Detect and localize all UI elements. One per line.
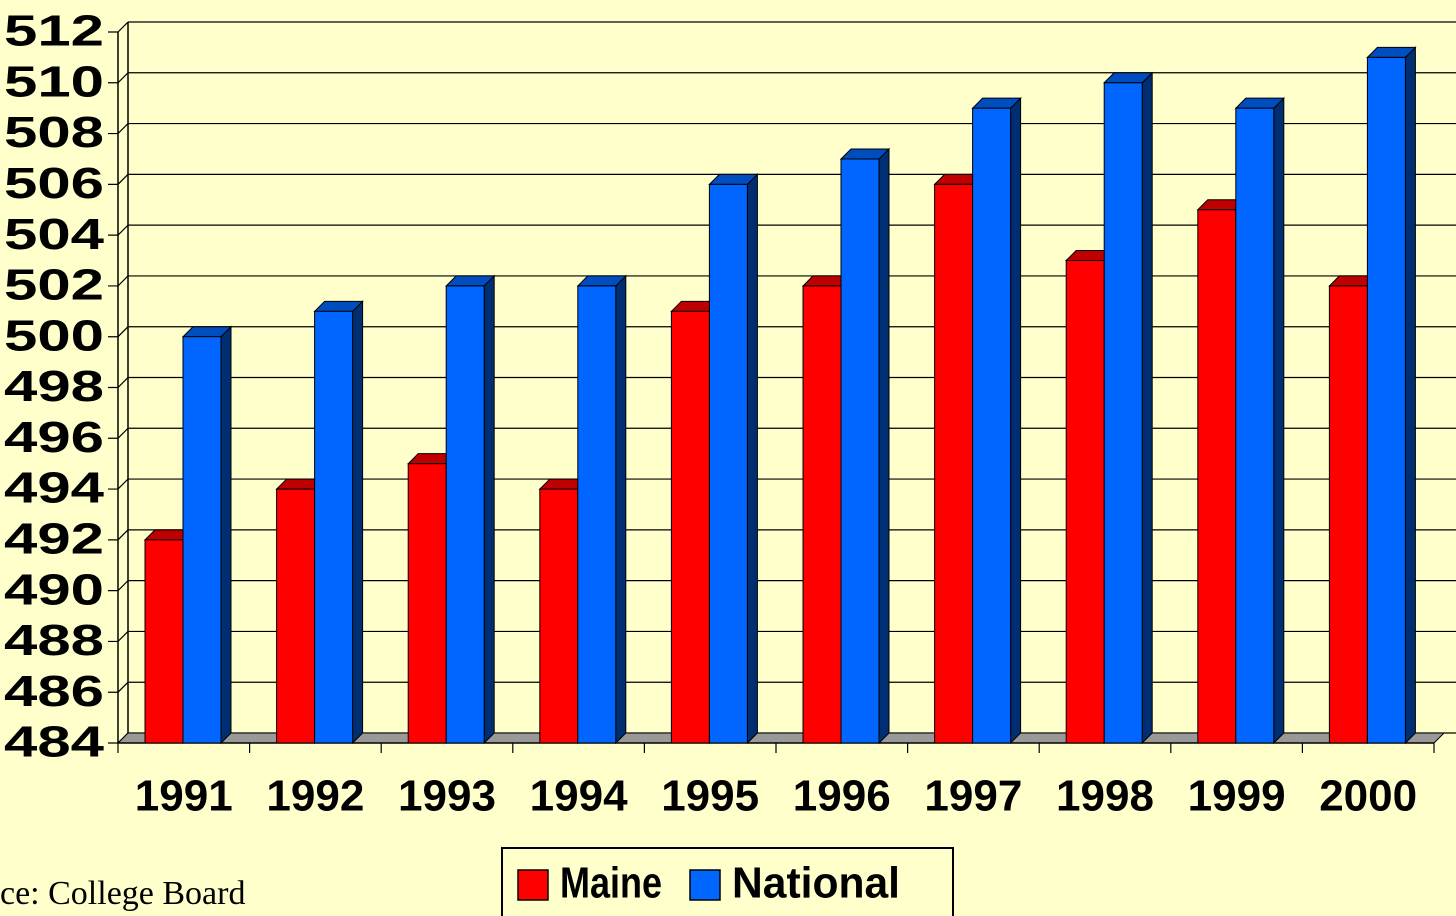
x-tick-label: 1992 (266, 772, 364, 821)
y-tick (108, 224, 129, 236)
y-tick-label: 510 (4, 57, 104, 106)
legend-swatch (517, 869, 549, 901)
source-note: ce: College Board (0, 875, 245, 912)
bar-side (1404, 46, 1416, 745)
bar-side (746, 173, 758, 745)
x-tick-label: 1991 (135, 772, 233, 821)
bar-side (1010, 96, 1022, 745)
bar (1366, 56, 1406, 744)
x-tick-label: 1993 (398, 772, 496, 821)
bar (407, 463, 447, 744)
bar (708, 183, 748, 744)
legend-label: Maine (560, 859, 662, 908)
bar (144, 539, 184, 744)
bar-side (878, 147, 890, 745)
y-tick-label: 508 (4, 108, 104, 157)
x-tick-label: 1995 (661, 772, 759, 821)
y-tick-label: 502 (4, 261, 104, 310)
x-tick-label: 1997 (924, 772, 1022, 821)
bar-side (352, 300, 364, 745)
x-tick-label: 1999 (1188, 772, 1286, 821)
y-tick-label: 492 (4, 514, 104, 563)
bar (314, 310, 354, 744)
bar (1235, 107, 1275, 744)
y-tick-label: 500 (4, 311, 104, 360)
x-tick-label: 1996 (793, 772, 891, 821)
bar (934, 183, 974, 744)
legend: Maine National (517, 859, 900, 908)
bar (840, 158, 880, 744)
bar (1103, 82, 1143, 744)
x-tick-label: 1998 (1056, 772, 1154, 821)
y-tick (108, 580, 129, 592)
bar (1065, 260, 1105, 744)
bar (1197, 209, 1237, 744)
y-tick (108, 72, 129, 84)
y-tick (108, 427, 129, 439)
legend-label: National (732, 859, 900, 908)
y-tick (108, 326, 129, 338)
bar (276, 488, 316, 744)
x-tick-label: 2000 (1319, 772, 1417, 821)
bar (670, 310, 710, 744)
y-tick-label: 498 (4, 362, 104, 411)
y-tick (108, 681, 129, 693)
y-tick (108, 173, 129, 185)
bar-side (1141, 71, 1153, 745)
bar (577, 285, 617, 744)
y-tick (108, 478, 129, 490)
y-tick-label: 504 (4, 210, 105, 259)
y-tick (108, 123, 129, 135)
y-tick-label: 496 (4, 413, 104, 462)
bar (182, 336, 222, 744)
x-tick-label: 1994 (530, 772, 629, 821)
bar (539, 488, 579, 744)
y-tick-label: 512 (4, 7, 104, 56)
y-tick-label: 488 (4, 616, 104, 665)
bar-side (483, 274, 495, 745)
bar (802, 285, 842, 744)
legend-box (501, 847, 954, 916)
legend-swatch (689, 869, 721, 901)
bar (445, 285, 485, 744)
bar-side (220, 325, 232, 745)
y-tick (108, 529, 129, 541)
y-tick (108, 275, 129, 287)
y-tick-label: 484 (4, 718, 105, 767)
bar-side (1273, 96, 1285, 745)
y-tick (108, 21, 129, 33)
plot-area: 4844864884904924944964985005025045065085… (4, 7, 1456, 821)
y-tick-label: 494 (4, 464, 105, 513)
y-tick-label: 486 (4, 667, 104, 716)
bar (972, 107, 1012, 744)
bar (1328, 285, 1368, 744)
y-tick (108, 377, 129, 389)
y-tick (108, 631, 129, 643)
bar-side (615, 274, 627, 745)
y-tick-label: 506 (4, 159, 104, 208)
y-tick-label: 490 (4, 565, 104, 614)
